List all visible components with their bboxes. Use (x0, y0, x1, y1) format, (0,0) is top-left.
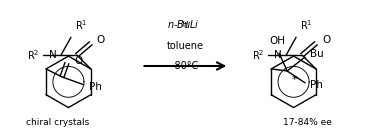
Text: Ph: Ph (310, 80, 323, 90)
Text: Bu: Bu (310, 49, 324, 59)
Text: O: O (97, 35, 105, 45)
Text: OH: OH (269, 36, 285, 46)
Text: -80°C: -80°C (172, 61, 199, 71)
Text: $n$-BuLi: $n$-BuLi (167, 18, 200, 30)
Text: $\itн$: $\itн$ (181, 19, 189, 29)
Text: N: N (275, 50, 282, 60)
Text: Ph: Ph (89, 82, 102, 92)
Text: R$^1$: R$^1$ (75, 19, 87, 32)
Text: O: O (74, 56, 82, 66)
Text: N: N (49, 50, 57, 60)
Text: *: * (292, 75, 298, 85)
Text: R$^1$: R$^1$ (300, 19, 313, 32)
Text: R$^2$: R$^2$ (252, 48, 264, 62)
Text: 17-84% ee: 17-84% ee (283, 118, 332, 127)
Text: chiral crystals: chiral crystals (26, 118, 89, 127)
Text: O: O (322, 35, 330, 45)
Text: toluene: toluene (167, 41, 204, 51)
Text: R$^2$: R$^2$ (27, 48, 39, 62)
